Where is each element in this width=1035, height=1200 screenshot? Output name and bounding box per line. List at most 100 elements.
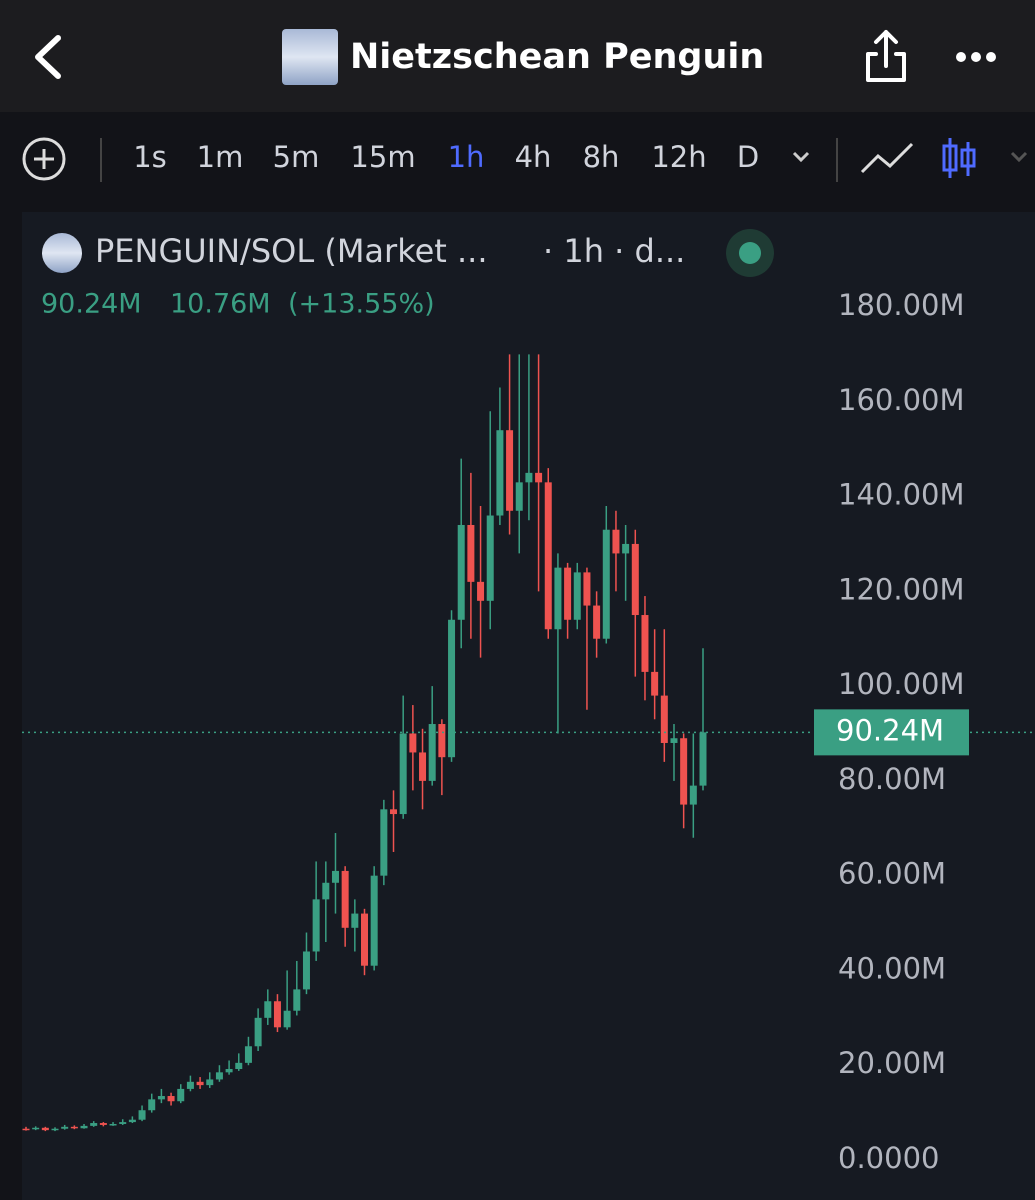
candle-body xyxy=(264,1001,272,1018)
candle-body xyxy=(186,1081,194,1089)
candle-body xyxy=(370,875,378,966)
candle-body xyxy=(80,1125,88,1129)
y-tick-label: 20.00M xyxy=(838,1046,946,1080)
candle-body xyxy=(361,913,368,966)
candle-body xyxy=(593,605,601,639)
y-tick-label: 60.00M xyxy=(838,857,946,891)
candle-body xyxy=(331,870,339,883)
add-indicator-button[interactable] xyxy=(22,137,66,181)
candle-chart-button[interactable] xyxy=(942,138,976,178)
back-button[interactable] xyxy=(35,35,61,79)
interval-button[interactable]: 1m xyxy=(197,140,244,174)
candle-body xyxy=(128,1119,136,1123)
candle-body xyxy=(583,572,591,606)
interval-button[interactable]: 1h xyxy=(448,140,485,174)
y-tick-label: 100.00M xyxy=(838,667,965,701)
candle-body xyxy=(293,989,301,1011)
candle-body xyxy=(157,1096,165,1100)
candle-body xyxy=(409,733,417,753)
candle-body xyxy=(631,543,639,616)
candle-body xyxy=(573,572,581,620)
y-tick-label: 120.00M xyxy=(838,572,965,606)
candle-body xyxy=(283,1010,291,1028)
candle-body xyxy=(651,671,659,696)
y-tick-label: 180.00M xyxy=(838,288,965,322)
y-tick-label: 40.00M xyxy=(838,951,946,985)
candle-body xyxy=(622,543,630,554)
last-price-box xyxy=(814,709,969,756)
candle-body xyxy=(380,809,388,876)
candle-body xyxy=(215,1072,223,1080)
candle-body xyxy=(51,1128,59,1131)
candle-body xyxy=(457,524,465,620)
header-title: Nietzschean Penguin xyxy=(350,37,764,77)
candle-body xyxy=(341,870,349,928)
candle-body xyxy=(506,430,514,511)
candle-body xyxy=(448,619,456,758)
candle-body xyxy=(351,913,359,928)
candle-body xyxy=(138,1110,146,1120)
legend-value: 90.24M xyxy=(41,289,142,320)
y-tick-label: 140.00M xyxy=(838,478,965,512)
candle-body xyxy=(602,529,610,639)
candle-body xyxy=(322,882,330,900)
interval-button[interactable]: 12h xyxy=(651,140,706,174)
status-dot xyxy=(739,242,761,264)
candle-body xyxy=(438,724,446,758)
candle-body xyxy=(302,951,310,990)
token-icon xyxy=(282,29,338,85)
candle-body xyxy=(70,1126,78,1129)
more-button[interactable] xyxy=(956,52,996,62)
interval-button[interactable]: 5m xyxy=(273,140,320,174)
candle-body xyxy=(148,1099,156,1111)
header-bar xyxy=(0,0,1035,112)
candle-body xyxy=(486,515,494,601)
candle-body xyxy=(477,581,485,601)
interval-dropdown[interactable] xyxy=(792,151,810,163)
candle-body xyxy=(680,738,688,805)
candle-body xyxy=(525,472,533,483)
pair-icon xyxy=(42,233,82,273)
candle-body xyxy=(225,1069,233,1073)
interval-button[interactable]: 1s xyxy=(133,140,167,174)
interval-button[interactable]: D xyxy=(737,140,759,174)
candle-body xyxy=(206,1079,214,1086)
interval-button[interactable]: 4h xyxy=(515,140,552,174)
candle-body xyxy=(32,1127,40,1130)
share-button[interactable] xyxy=(866,30,906,82)
candle-body xyxy=(689,785,697,805)
y-tick-label: 0.0000 xyxy=(838,1141,939,1175)
candle-body xyxy=(535,472,543,483)
candle-body xyxy=(196,1081,204,1086)
candle-body xyxy=(390,809,398,815)
candle-body xyxy=(99,1123,107,1125)
candle-body xyxy=(467,524,475,582)
candle-body xyxy=(496,430,504,516)
candle-body xyxy=(699,732,707,786)
candle-body xyxy=(641,615,649,672)
candle-body xyxy=(612,529,620,554)
line-chart-button[interactable] xyxy=(860,142,914,174)
interval-button[interactable]: 15m xyxy=(350,140,415,174)
chart-title: PENGUIN/SOL (Market ... xyxy=(95,232,488,270)
candle-body xyxy=(90,1123,98,1126)
candle-body xyxy=(22,1128,30,1131)
candle-body xyxy=(670,738,678,743)
chart-type-dropdown[interactable] xyxy=(1010,151,1028,163)
last-price-label: 90.24M xyxy=(836,713,944,747)
y-tick-label: 80.00M xyxy=(838,762,946,796)
candle-body xyxy=(564,567,572,620)
candle-body xyxy=(177,1088,185,1102)
candle-body xyxy=(660,695,668,743)
candle-body xyxy=(119,1122,127,1124)
candle-body xyxy=(428,724,436,781)
chart-subtitle: · 1h · d... xyxy=(543,232,685,270)
candle-body xyxy=(254,1017,262,1047)
interval-button[interactable]: 8h xyxy=(583,140,620,174)
candle-body xyxy=(235,1062,243,1070)
y-tick-label: 160.00M xyxy=(838,383,965,417)
candle-body xyxy=(109,1123,117,1126)
candle-body xyxy=(167,1096,175,1102)
